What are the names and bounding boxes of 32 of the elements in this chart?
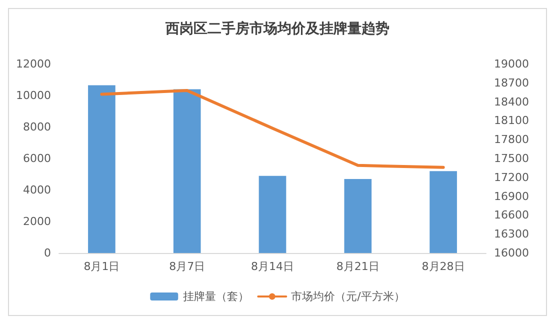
x-tick-label: 8月1日 xyxy=(84,260,120,273)
bar xyxy=(88,85,116,253)
y2-tick-label: 18400 xyxy=(494,95,529,108)
y2-tick-label: 16000 xyxy=(494,246,529,260)
x-tick-label: 8月28日 xyxy=(422,260,465,273)
y-tick-label: 2000 xyxy=(23,215,51,228)
y2-tick-label: 16900 xyxy=(494,190,529,203)
bar xyxy=(344,178,372,253)
y2-tick-label: 16600 xyxy=(494,208,529,222)
y-tick-label: 4000 xyxy=(23,184,51,196)
x-tick-label: 8月7日 xyxy=(169,260,206,273)
y2-tick-label: 18100 xyxy=(494,114,529,128)
y-tick-label: 6000 xyxy=(23,152,51,165)
y2-tick-label: 17800 xyxy=(494,133,529,146)
x-tick-label: 8月21日 xyxy=(336,260,380,273)
line-series xyxy=(100,88,445,169)
y2-tick-label: 19000 xyxy=(494,58,529,70)
bar xyxy=(258,176,286,253)
y-tick-label: 12000 xyxy=(16,58,51,70)
y2-tick-label: 17500 xyxy=(494,152,529,165)
legend-label: 市场均价（元/平方米） xyxy=(291,290,405,303)
x-tick-label: 8月14日 xyxy=(251,260,294,273)
y2-tick-label: 18700 xyxy=(494,76,529,90)
chart-title: 西岗区二手房市场均价及挂牌量趋势 xyxy=(164,20,390,37)
bar xyxy=(173,89,201,253)
y-tick-label: 8000 xyxy=(23,120,51,134)
y-tick-label: 10000 xyxy=(16,89,51,102)
bar xyxy=(430,171,457,253)
legend-label: 挂牌量（套） xyxy=(183,290,250,303)
y-tick-label: 0 xyxy=(44,246,51,260)
y2-tick-label: 17200 xyxy=(494,170,529,184)
y2-tick-label: 16300 xyxy=(494,228,529,241)
